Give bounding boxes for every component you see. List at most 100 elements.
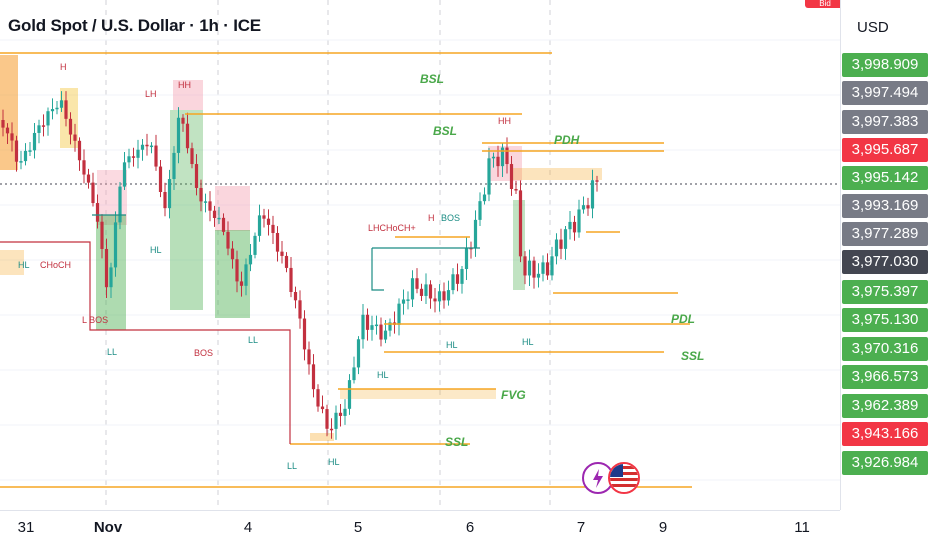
candle-body [343,408,347,416]
candle-body [383,330,388,340]
candle-body [284,255,289,268]
candle-body [415,278,419,289]
price-label: 3,995.687 [842,138,928,162]
annotation-label: FVG [501,388,526,402]
annotation-label: BOS [441,213,460,223]
price-label: 3,966.573 [842,365,928,389]
candle-body [316,389,320,407]
currency-label[interactable]: USD [857,19,889,36]
candle-body [136,149,140,158]
candle-body [595,180,599,182]
candle-body [149,145,154,148]
bos-line [0,241,112,331]
price-label: 3,975.130 [842,308,928,332]
candle-body [298,300,302,319]
annotation-label: H [60,62,67,72]
annotation-label: HL [328,457,340,467]
candle-body [59,100,64,108]
annotation-label: HL [150,245,162,255]
candle-body [131,156,136,158]
candle-body [262,215,266,219]
candle-body [347,380,352,409]
zone-box [0,250,24,275]
candle-body [212,210,217,218]
candle-body [509,164,514,189]
candle-body [244,264,248,286]
candle-body [77,140,82,161]
price-axis[interactable]: USD 3,998.909 3,997.494 3,997.383 3,995.687… [840,0,932,510]
candle-body [194,164,199,188]
candle-body [230,248,235,260]
candle-body [478,201,482,220]
candle-body [545,262,550,276]
annotation-label: BSL [420,72,444,86]
candle-body [235,259,239,282]
time-label: 6 [465,519,475,536]
candle-body [289,267,293,292]
candle-body [370,325,374,330]
event-icons[interactable] [582,462,648,498]
us-flag-icon[interactable] [608,462,640,494]
candle-body [248,254,253,265]
candle-body [572,221,577,233]
candle-body [446,290,451,301]
candle-body [221,217,226,232]
candle-body [280,251,284,256]
candle-body [388,322,392,331]
candle-body [442,291,446,301]
candle-body [356,339,361,368]
candle-body [208,201,212,211]
candle-body [239,281,244,286]
price-label: 3,995.142 [842,166,928,190]
candle-body [50,109,55,112]
candle-body [64,100,68,119]
candle-body [523,256,527,276]
candle-body [68,118,73,135]
candle-body [172,152,176,180]
candle-body [334,412,338,429]
candle-body [275,232,280,252]
candle-body [95,203,100,222]
candle-body [163,191,167,209]
zone-box [340,389,496,399]
candle-body [122,162,127,187]
annotation-label: BOS [194,348,213,358]
price-label: 3,975.397 [842,280,928,304]
annotation-label: H [428,213,435,223]
candle-body [487,158,491,195]
candle-body [505,147,509,165]
annotation-label: HH [178,80,191,90]
candle-body [104,248,109,288]
candle-body [190,148,194,165]
candle-body [406,299,410,301]
price-label: 3,998.909 [842,53,928,77]
annotation-label: LH [145,89,157,99]
candle-body [401,299,406,304]
candle-body [482,194,487,202]
time-label: 31 [17,519,35,536]
annotation-label: BSL [433,124,457,138]
candle-body [5,127,10,134]
candle-body [28,150,32,152]
candle-body [374,324,379,327]
candle-body [428,284,433,299]
candle-body [568,221,572,230]
time-label: 5 [353,519,363,536]
candle-body [140,144,145,150]
bos-line [112,329,291,444]
candle-body [19,161,23,163]
zone-box [0,55,18,170]
time-axis[interactable]: 31 Nov 4 5 6 7 9 11 [0,510,840,551]
candle-body [203,201,208,203]
candle-body [181,117,185,124]
candle-body [410,278,415,300]
candle-body [464,247,469,270]
candle-body [257,215,262,236]
candle-body [455,274,460,284]
candle-body [118,186,122,223]
candle-body [82,160,86,175]
annotation-label: HL [18,260,30,270]
candle-body [266,218,271,225]
candle-body [176,117,181,153]
